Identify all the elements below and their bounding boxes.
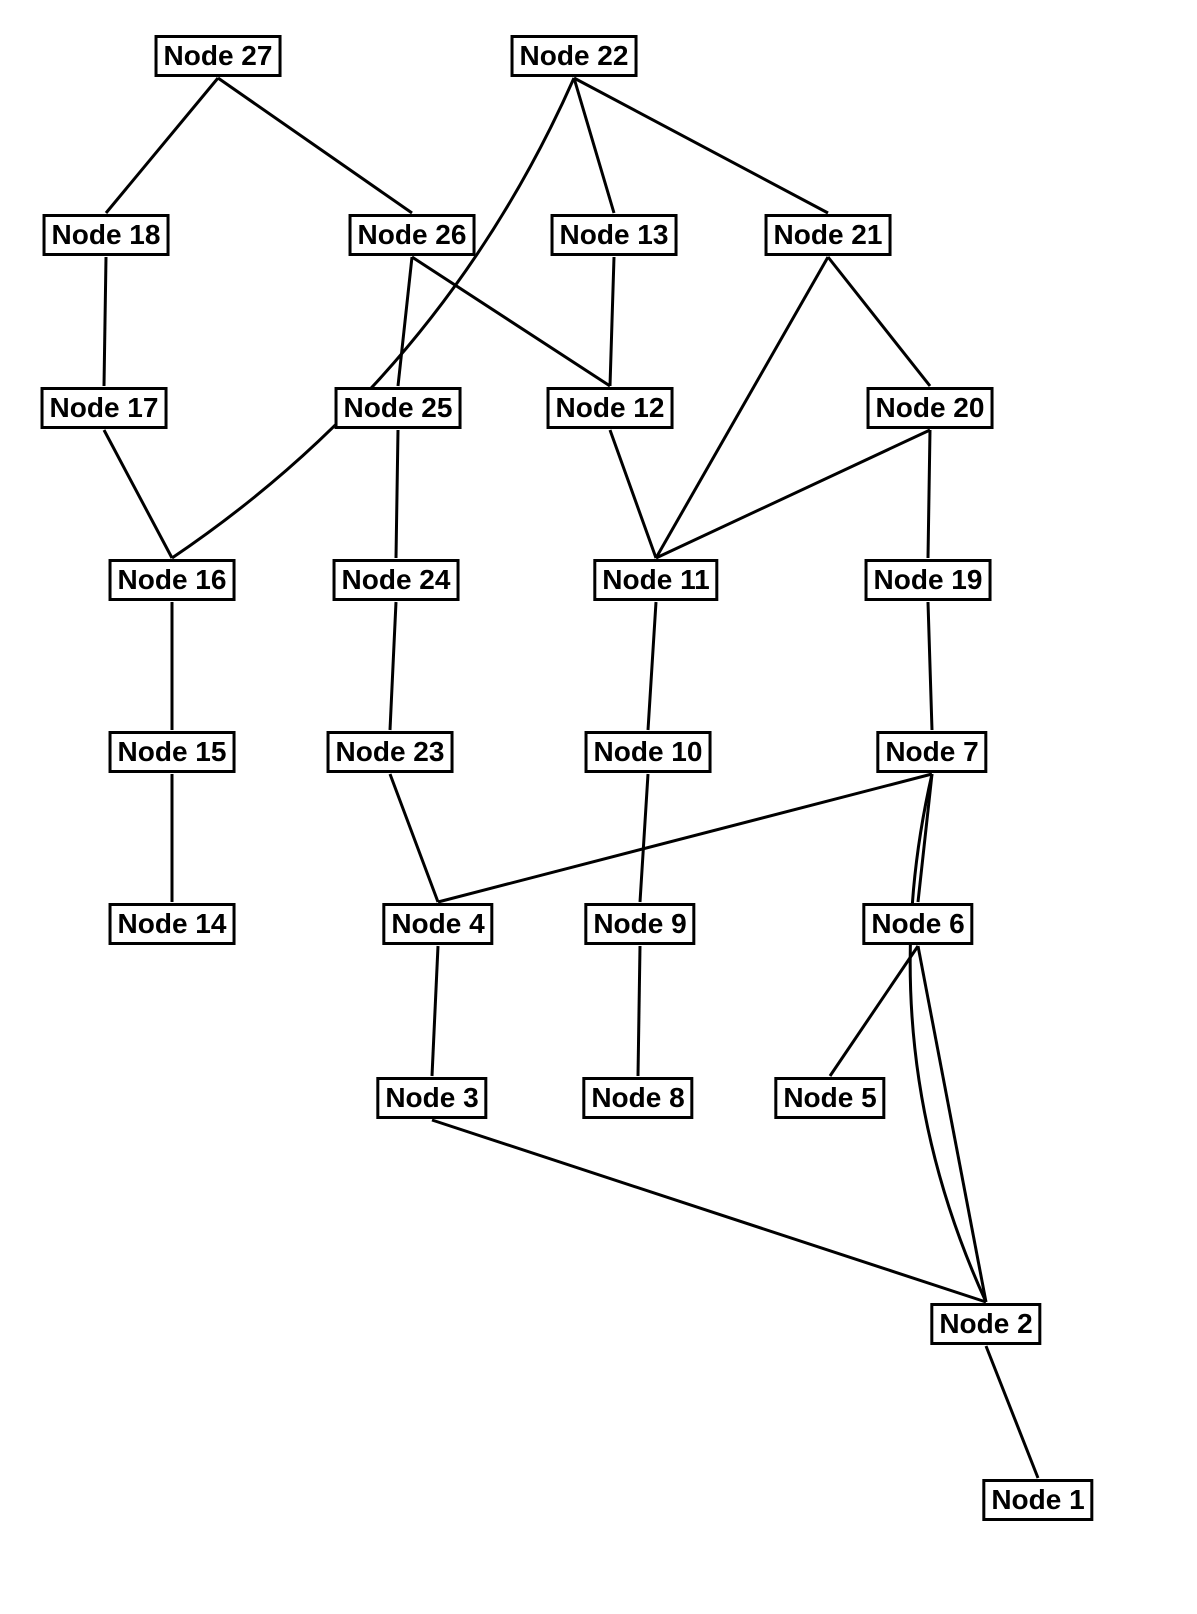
- edge: [910, 774, 986, 1302]
- edge: [398, 257, 412, 386]
- edge: [656, 257, 828, 558]
- node-label: Node 8: [591, 1082, 684, 1114]
- edge: [928, 602, 932, 730]
- edge: [574, 78, 614, 213]
- edge: [918, 946, 986, 1302]
- edge: [640, 774, 648, 902]
- node-label: Node 21: [774, 219, 883, 251]
- graph-node: Node 23: [327, 731, 454, 773]
- graph-node: Node 27: [155, 35, 282, 77]
- graph-node: Node 16: [109, 559, 236, 601]
- edge: [986, 1346, 1038, 1478]
- graph-node: Node 19: [865, 559, 992, 601]
- graph-node: Node 6: [862, 903, 973, 945]
- node-label: Node 11: [602, 564, 709, 596]
- edge: [438, 774, 932, 902]
- node-label: Node 24: [342, 564, 451, 596]
- edge: [218, 78, 412, 213]
- graph-node: Node 2: [930, 1303, 1041, 1345]
- graph-node: Node 11: [593, 559, 718, 601]
- node-label: Node 13: [560, 219, 669, 251]
- edge: [390, 602, 396, 730]
- graph-node: Node 5: [774, 1077, 885, 1119]
- node-label: Node 9: [593, 908, 686, 940]
- node-label: Node 3: [385, 1082, 478, 1114]
- graph-node: Node 7: [876, 731, 987, 773]
- edge: [610, 257, 614, 386]
- node-label: Node 22: [520, 40, 629, 72]
- node-label: Node 27: [164, 40, 273, 72]
- graph-node: Node 22: [511, 35, 638, 77]
- graph-node: Node 26: [349, 214, 476, 256]
- edge: [432, 946, 438, 1076]
- node-label: Node 7: [885, 736, 978, 768]
- node-label: Node 4: [391, 908, 484, 940]
- node-label: Node 23: [336, 736, 445, 768]
- graph-node: Node 10: [585, 731, 712, 773]
- edge: [104, 257, 106, 386]
- edge: [830, 946, 918, 1076]
- edge: [390, 774, 438, 902]
- node-label: Node 16: [118, 564, 227, 596]
- node-label: Node 2: [939, 1308, 1032, 1340]
- graph-node: Node 8: [582, 1077, 693, 1119]
- graph-node: Node 12: [547, 387, 674, 429]
- diagram-canvas: Node 27 Node 22 Node 18 Node 26 Node 13 Node …: [0, 0, 1197, 1614]
- node-label: Node 12: [556, 392, 665, 424]
- graph-node: Node 14: [109, 903, 236, 945]
- edge: [648, 602, 656, 730]
- node-label: Node 18: [52, 219, 161, 251]
- graph-node: Node 24: [333, 559, 460, 601]
- node-label: Node 5: [783, 1082, 876, 1114]
- edge: [104, 430, 172, 558]
- edge: [828, 257, 930, 386]
- graph-node: Node 18: [43, 214, 170, 256]
- edge: [396, 430, 398, 558]
- edge: [656, 430, 930, 558]
- node-label: Node 25: [344, 392, 453, 424]
- edge: [638, 946, 640, 1076]
- edge: [928, 430, 930, 558]
- edge: [574, 78, 828, 213]
- graph-node: Node 25: [335, 387, 462, 429]
- node-label: Node 6: [871, 908, 964, 940]
- node-label: Node 10: [594, 736, 703, 768]
- graph-node: Node 3: [376, 1077, 487, 1119]
- graph-node: Node 21: [765, 214, 892, 256]
- edge: [172, 78, 574, 558]
- graph-node: Node 4: [382, 903, 493, 945]
- node-label: Node 14: [118, 908, 227, 940]
- edge: [918, 774, 932, 902]
- graph-node: Node 17: [41, 387, 168, 429]
- node-label: Node 26: [358, 219, 467, 251]
- node-label: Node 20: [876, 392, 985, 424]
- edge: [610, 430, 656, 558]
- node-label: Node 19: [874, 564, 983, 596]
- node-label: Node 1: [991, 1484, 1084, 1516]
- graph-node: Node 1: [982, 1479, 1093, 1521]
- edge: [412, 257, 610, 386]
- graph-node: Node 13: [551, 214, 678, 256]
- node-label: Node 15: [118, 736, 227, 768]
- graph-node: Node 9: [584, 903, 695, 945]
- graph-node: Node 15: [109, 731, 236, 773]
- edge: [106, 78, 218, 213]
- graph-node: Node 20: [867, 387, 994, 429]
- edge: [432, 1120, 986, 1302]
- node-label: Node 17: [50, 392, 159, 424]
